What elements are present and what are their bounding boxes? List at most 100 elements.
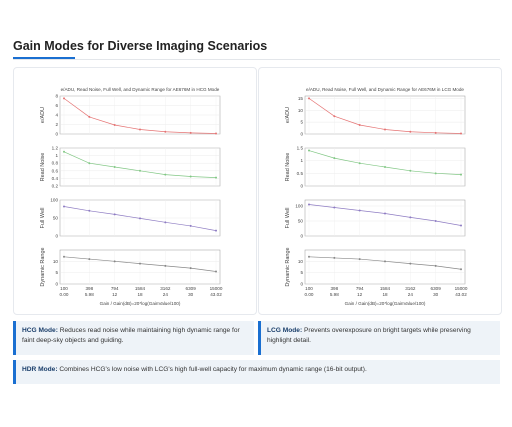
y-axis-label: Full Well <box>285 208 291 229</box>
note: HDR Mode: Combines HCG's low noise with … <box>13 360 500 384</box>
point <box>113 213 116 216</box>
point <box>460 132 462 135</box>
point <box>63 150 65 153</box>
x-tick-label: 12 <box>112 292 118 297</box>
y-axis-label: e/ADU <box>40 107 46 123</box>
point <box>434 131 437 134</box>
point <box>409 169 412 172</box>
point <box>308 97 310 100</box>
x-axis-label: Gain / Gain(dB)=20*log(GainValue/100) <box>345 301 426 306</box>
point <box>409 216 412 219</box>
point <box>189 267 192 270</box>
y-tick-label: 0.4 <box>52 176 59 181</box>
note-text: Prevents overexposure on bright targets … <box>267 327 471 344</box>
y-tick-label: 0 <box>300 234 303 239</box>
y-tick-label: 0.2 <box>52 184 59 189</box>
x-tick-label: 794 <box>111 286 119 291</box>
y-tick-label: 50 <box>53 216 59 221</box>
point <box>139 169 141 172</box>
x-tick-label: 12 <box>357 292 363 297</box>
y-axis-label: e/ADU <box>285 107 291 123</box>
chart: e/ADU, Read Noise, Full Well, and Dynami… <box>40 87 223 306</box>
point <box>139 262 141 265</box>
x-tick-label: 5.98 <box>330 292 339 297</box>
chart-title: e/ADU, Read Noise, Full Well, and Dynami… <box>61 87 220 92</box>
point <box>63 255 65 258</box>
x-tick-label: 30 <box>188 292 194 297</box>
y-tick-label: 0.8 <box>52 161 59 166</box>
point <box>384 128 386 131</box>
point <box>88 209 91 212</box>
point <box>215 270 217 273</box>
point <box>88 162 91 165</box>
point <box>164 130 167 133</box>
y-axis-label: Read Noise <box>40 153 46 182</box>
y-tick-label: 0 <box>55 234 58 239</box>
point <box>63 205 65 208</box>
y-tick-label: 100 <box>50 198 58 203</box>
point <box>164 173 167 176</box>
point <box>333 206 336 209</box>
x-tick-label: 1584 <box>135 286 146 291</box>
point <box>460 268 462 271</box>
point <box>189 175 192 178</box>
point <box>113 260 116 263</box>
point <box>384 212 386 215</box>
point <box>358 258 361 261</box>
y-tick-label: 1.5 <box>297 146 304 151</box>
note-term: HDR Mode: <box>22 366 58 373</box>
x-tick-label: 100 <box>60 286 68 291</box>
y-tick-label: 1.2 <box>52 146 59 151</box>
y-tick-label: 10 <box>53 259 59 264</box>
y-tick-label: 0 <box>55 282 58 287</box>
x-tick-label: 18 <box>137 292 143 297</box>
point <box>189 131 192 134</box>
chart-card: e/ADU, Read Noise, Full Well, and Dynami… <box>13 67 257 315</box>
y-tick-label: 10 <box>298 108 304 113</box>
y-tick-label: 5 <box>55 270 58 275</box>
x-tick-label: 398 <box>330 286 338 291</box>
point <box>88 115 91 118</box>
x-tick-label: 3162 <box>160 286 171 291</box>
point <box>358 123 361 126</box>
point <box>434 220 437 222</box>
y-tick-label: 6 <box>55 103 58 108</box>
point <box>333 157 336 160</box>
point <box>333 256 336 259</box>
note-text: Reduces read noise while maintaining hig… <box>22 327 240 344</box>
y-tick-label: 5 <box>300 270 303 275</box>
chart-title: e/ADU, Read Noise, Full Well, and Dynami… <box>306 87 464 92</box>
y-tick-label: 8 <box>55 94 58 99</box>
point <box>358 209 361 212</box>
x-tick-label: 0.00 <box>60 292 69 297</box>
y-tick-label: 4 <box>55 113 58 118</box>
y-axis-label: Read Noise <box>285 153 291 182</box>
x-tick-label: 18 <box>382 292 388 297</box>
x-tick-label: 15000 <box>210 286 223 291</box>
point <box>189 224 192 227</box>
y-tick-label: 10 <box>298 259 304 264</box>
point <box>434 264 437 267</box>
y-tick-label: 1 <box>300 158 303 163</box>
chart-card: e/ADU, Read Noise, Full Well, and Dynami… <box>258 67 502 315</box>
point <box>139 217 141 220</box>
y-tick-label: 0 <box>55 132 58 137</box>
x-tick-label: 24 <box>163 292 169 297</box>
point <box>384 166 386 168</box>
point <box>139 128 141 131</box>
point <box>409 130 412 133</box>
note: HCG Mode: Reduces read noise while maint… <box>13 321 254 355</box>
point <box>215 132 217 135</box>
x-tick-label: 3162 <box>405 286 416 291</box>
x-tick-label: 24 <box>408 292 414 297</box>
x-tick-label: 43.02 <box>210 292 222 297</box>
x-tick-label: 5.98 <box>85 292 94 297</box>
title-underline <box>13 57 75 59</box>
point <box>215 176 217 179</box>
y-tick-label: 50 <box>298 219 304 224</box>
x-tick-label: 398 <box>85 286 93 291</box>
y-tick-label: 0 <box>300 282 303 287</box>
point <box>308 255 310 258</box>
x-axis-label: Gain / Gain(dB)=20*log(GainValue/100) <box>100 301 181 306</box>
y-axis-label: Full Well <box>40 208 46 229</box>
